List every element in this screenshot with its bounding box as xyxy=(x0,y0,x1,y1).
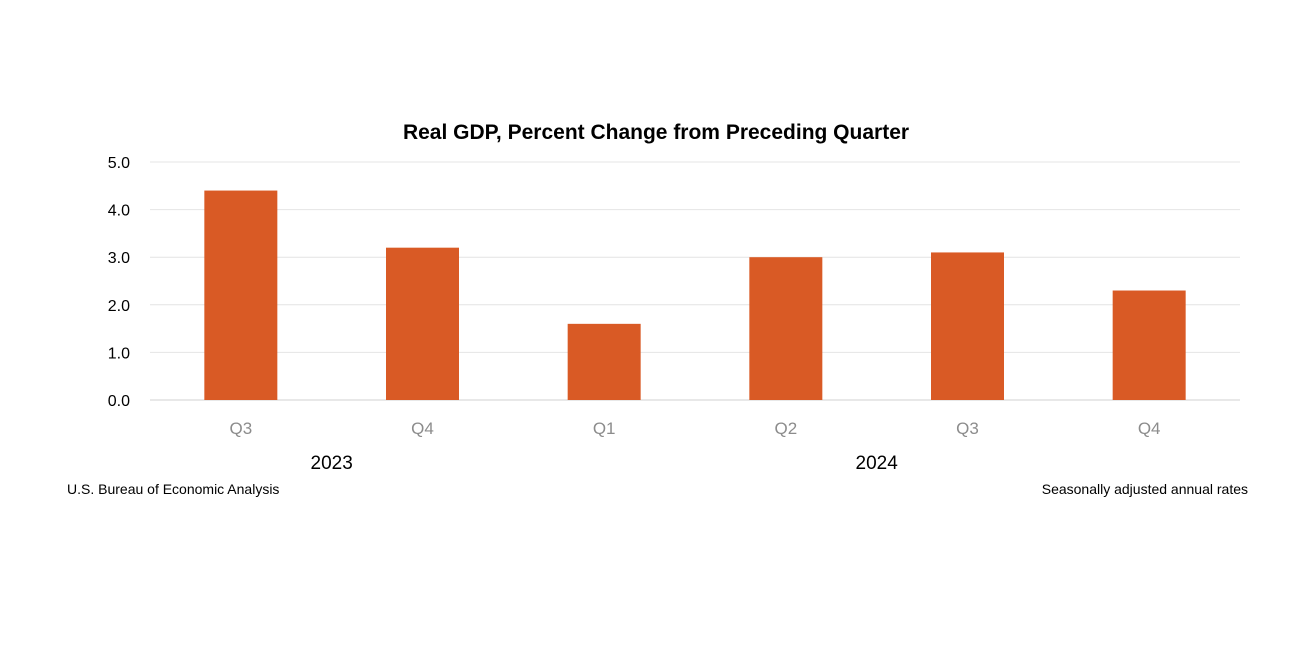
y-tick-label: 3.0 xyxy=(108,250,130,267)
bar xyxy=(204,190,278,400)
x-tick-label: Q3 xyxy=(229,419,252,438)
bar xyxy=(931,252,1004,400)
x-tick-label: Q4 xyxy=(411,419,434,438)
x-tick-label: Q1 xyxy=(593,419,616,438)
y-tick-label: 4.0 xyxy=(108,203,130,220)
rate-note: Seasonally adjusted annual rates xyxy=(1041,481,1248,497)
year-label-2024: 2024 xyxy=(855,453,898,474)
x-tick-label: Q2 xyxy=(774,419,797,438)
bar xyxy=(1112,290,1186,400)
x-tick-label: Q3 xyxy=(956,419,979,438)
y-tick-label: 5.0 xyxy=(108,155,130,172)
source-note: U.S. Bureau of Economic Analysis xyxy=(67,481,280,497)
chart-title: Real GDP, Percent Change from Preceding … xyxy=(402,121,910,144)
x-tick-label: Q4 xyxy=(1138,419,1161,438)
bar xyxy=(386,247,459,400)
year-label-2023: 2023 xyxy=(310,453,353,474)
y-tick-label: 0.0 xyxy=(108,393,130,410)
y-tick-label: 2.0 xyxy=(108,298,130,315)
bar xyxy=(749,257,823,400)
y-tick-label: 1.0 xyxy=(108,345,130,362)
bar xyxy=(567,323,641,400)
